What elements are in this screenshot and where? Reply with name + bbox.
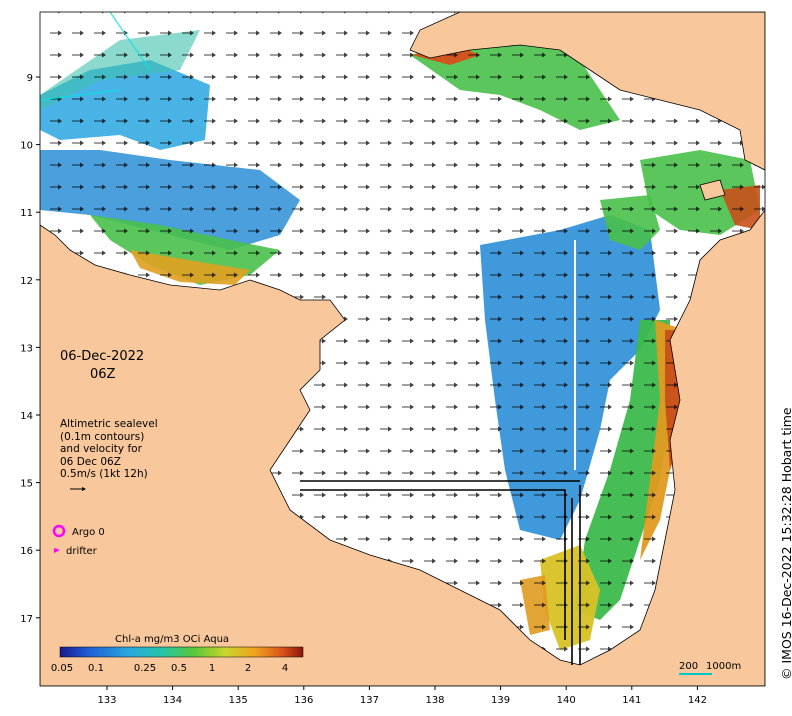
x-tick-label: 138 bbox=[425, 695, 444, 706]
drifter-marker-icon bbox=[54, 548, 60, 553]
y-tick-label: 9 bbox=[27, 73, 33, 84]
plot-border bbox=[39, 11, 766, 687]
colorbar-tick-label: 0.25 bbox=[134, 663, 156, 674]
land bbox=[40, 12, 765, 686]
time-text: 06Z bbox=[90, 367, 116, 382]
argo-marker-icon bbox=[52, 524, 66, 538]
altimetry-line: 06 Dec 06Z bbox=[60, 455, 121, 468]
x-tick-label: 137 bbox=[360, 695, 379, 706]
map-plot bbox=[40, 12, 765, 686]
x-tick-label: 139 bbox=[491, 695, 510, 706]
legend-drifter: drifter bbox=[66, 546, 98, 557]
colorbar-ticks: 0.05 0.1 0.25 0.5 1 2 4 bbox=[51, 663, 288, 674]
x-tick-label: 140 bbox=[557, 695, 576, 706]
y-tick-label: 14 bbox=[20, 411, 33, 422]
colorbar-tick-label: 0.05 bbox=[51, 663, 73, 674]
altimetry-line: Altimetric sealevel bbox=[60, 418, 158, 430]
colorbar: Chl-a mg/m3 OCi Aqua 0.05 0.1 0.25 0.5 1 2 4 bbox=[51, 634, 304, 674]
y-tick-label: 15 bbox=[20, 479, 33, 490]
y-tick-label: 11 bbox=[20, 208, 33, 219]
scale-bar: 200 1000m bbox=[679, 661, 741, 675]
x-tick-label: 141 bbox=[622, 695, 641, 706]
date-text: 06-Dec-2022 bbox=[60, 349, 145, 364]
x-axis-ticks: 133 134 135 136 137 138 139 140 141 142 bbox=[97, 686, 707, 706]
colorbar-tick-label: 0.5 bbox=[171, 663, 187, 674]
y-tick-label: 17 bbox=[20, 614, 33, 625]
y-axis-ticks: 9 10 11 12 13 14 15 16 17 bbox=[20, 73, 40, 625]
x-tick-label: 133 bbox=[97, 695, 116, 706]
y-tick-label: 12 bbox=[20, 276, 33, 287]
legend-argo: Argo 0 bbox=[72, 527, 105, 538]
x-tick-label: 136 bbox=[294, 695, 313, 706]
colorbar-tick-label: 0.1 bbox=[88, 663, 104, 674]
x-tick-label: 135 bbox=[229, 695, 248, 706]
altimetry-info: Altimetric sealevel (0.1m contours) and … bbox=[60, 418, 158, 481]
date-label: 06-Dec-2022 06Z bbox=[60, 348, 144, 384]
y-tick-label: 16 bbox=[20, 546, 33, 557]
x-tick-label: 134 bbox=[163, 695, 182, 706]
x-tick-label: 142 bbox=[688, 695, 707, 706]
altimetry-line: (0.1m contours) bbox=[60, 430, 145, 443]
altimetry-line: 0.5m/s (1kt 12h) bbox=[60, 468, 148, 480]
scale-bar-label1: 200 bbox=[679, 661, 698, 672]
altimetry-line: and velocity for bbox=[60, 443, 142, 455]
colorbar-tick-label: 2 bbox=[245, 663, 251, 674]
colorbar-tick-label: 4 bbox=[282, 663, 288, 674]
colorbar-title: Chl-a mg/m3 OCi Aqua bbox=[115, 634, 229, 645]
argo-tracks bbox=[300, 480, 581, 665]
colorbar-tick-label: 1 bbox=[209, 663, 215, 674]
credit-text: © IMOS 16-Dec-2022 15:32:28 Hobart time bbox=[779, 407, 792, 680]
y-tick-label: 13 bbox=[20, 343, 33, 354]
velocity-scale-arrow bbox=[70, 487, 86, 491]
scale-bar-label2: 1000m bbox=[706, 661, 741, 672]
cyan-contour bbox=[109, 12, 151, 71]
y-tick-label: 10 bbox=[20, 141, 33, 152]
